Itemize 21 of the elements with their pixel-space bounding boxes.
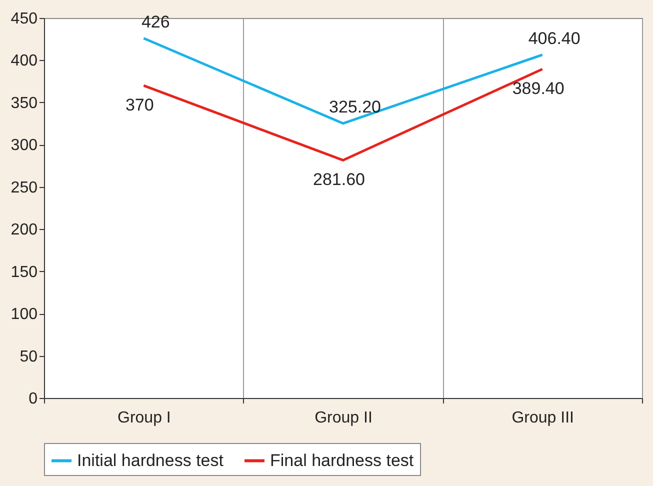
legend-label: Final hardness test <box>270 450 414 470</box>
legend-label: Initial hardness test <box>77 450 224 470</box>
y-tick-label: 250 <box>10 179 38 196</box>
y-tick-label: 150 <box>10 264 38 281</box>
y-tick-label: 100 <box>10 306 38 324</box>
data-label: 370 <box>125 96 154 115</box>
y-tick-label: 350 <box>10 94 38 112</box>
data-label: 325.20 <box>329 97 381 116</box>
y-tick-label: 50 <box>20 348 38 366</box>
y-tick-label: 0 <box>28 390 38 408</box>
data-label: 406.40 <box>528 28 580 48</box>
y-tick-label: 300 <box>10 137 38 154</box>
y-tick-label: 200 <box>10 222 38 239</box>
data-label: 281.60 <box>313 170 365 190</box>
x-tick-label: Group III <box>512 410 574 426</box>
y-tick-label: 400 <box>10 52 38 70</box>
data-label: 426 <box>141 12 170 32</box>
x-tick-label: Group II <box>314 410 372 426</box>
x-tick-label: Group I <box>117 410 171 426</box>
y-tick-label: 450 <box>10 10 38 28</box>
data-label: 389.40 <box>512 79 564 98</box>
